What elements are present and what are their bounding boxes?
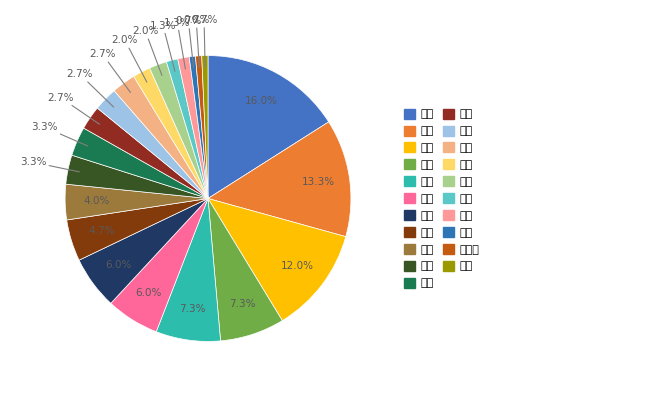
Text: 3.3%: 3.3% <box>31 122 88 146</box>
Text: 1.3%: 1.3% <box>150 21 176 71</box>
Text: 13.3%: 13.3% <box>302 177 335 187</box>
Wedge shape <box>208 122 351 237</box>
Text: 2.7%: 2.7% <box>66 69 113 107</box>
Text: 0.7%: 0.7% <box>0 396 1 397</box>
Text: 7.3%: 7.3% <box>179 304 205 314</box>
Text: 1.3%: 1.3% <box>0 396 1 397</box>
Wedge shape <box>156 198 221 341</box>
Text: 4.0%: 4.0% <box>83 196 110 206</box>
Wedge shape <box>202 56 208 198</box>
Text: 2.7%: 2.7% <box>48 93 99 124</box>
Text: 2.0%: 2.0% <box>132 26 162 75</box>
Text: 2.7%: 2.7% <box>0 396 1 397</box>
Text: 12.0%: 12.0% <box>280 261 313 271</box>
Text: 3.3%: 3.3% <box>0 396 1 397</box>
Text: 6.0%: 6.0% <box>105 260 132 270</box>
Legend: 重庆, 湖南, 浙江, 北京, 河北, 广东, 四川, 山西, 河南, 江西, 山东, 福建, 湖北, 江苏, 陕西, 天津, 辽宁, 吉林, 广西, 黑龙江,: 重庆, 湖南, 浙江, 北京, 河北, 广东, 四川, 山西, 河南, 江西, … <box>399 104 484 293</box>
Text: 2.7%: 2.7% <box>0 396 1 397</box>
Text: 0.7%: 0.7% <box>183 15 209 67</box>
Text: 2.0%: 2.0% <box>112 35 147 82</box>
Wedge shape <box>79 198 208 303</box>
Wedge shape <box>72 128 208 198</box>
Wedge shape <box>150 62 208 198</box>
Wedge shape <box>195 56 208 198</box>
Wedge shape <box>189 56 208 198</box>
Text: 3.3%: 3.3% <box>20 157 79 172</box>
Text: 2.7%: 2.7% <box>0 396 1 397</box>
Wedge shape <box>166 59 208 198</box>
Wedge shape <box>66 198 208 260</box>
Text: 2.0%: 2.0% <box>0 396 1 397</box>
Text: 3.3%: 3.3% <box>0 396 1 397</box>
Wedge shape <box>65 184 208 220</box>
Text: 2.0%: 2.0% <box>0 396 1 397</box>
Text: 16.0%: 16.0% <box>245 96 278 106</box>
Wedge shape <box>134 68 208 198</box>
Text: 6.0%: 6.0% <box>136 288 162 298</box>
Text: 7.3%: 7.3% <box>229 299 256 309</box>
Wedge shape <box>208 56 329 198</box>
Wedge shape <box>114 76 208 198</box>
Text: 0.7%: 0.7% <box>191 15 217 67</box>
Wedge shape <box>208 198 282 341</box>
Wedge shape <box>66 155 208 198</box>
Text: 0.7%: 0.7% <box>0 396 1 397</box>
Text: 1.3%: 1.3% <box>164 17 191 69</box>
Text: 2.7%: 2.7% <box>89 49 130 93</box>
Text: 0.7%: 0.7% <box>175 16 201 68</box>
Wedge shape <box>111 198 208 332</box>
Text: 1.3%: 1.3% <box>0 396 1 397</box>
Wedge shape <box>84 108 208 198</box>
Text: 0.7%: 0.7% <box>0 396 1 397</box>
Text: 4.7%: 4.7% <box>88 226 115 236</box>
Wedge shape <box>97 91 208 198</box>
Wedge shape <box>208 198 346 321</box>
Wedge shape <box>178 57 208 198</box>
